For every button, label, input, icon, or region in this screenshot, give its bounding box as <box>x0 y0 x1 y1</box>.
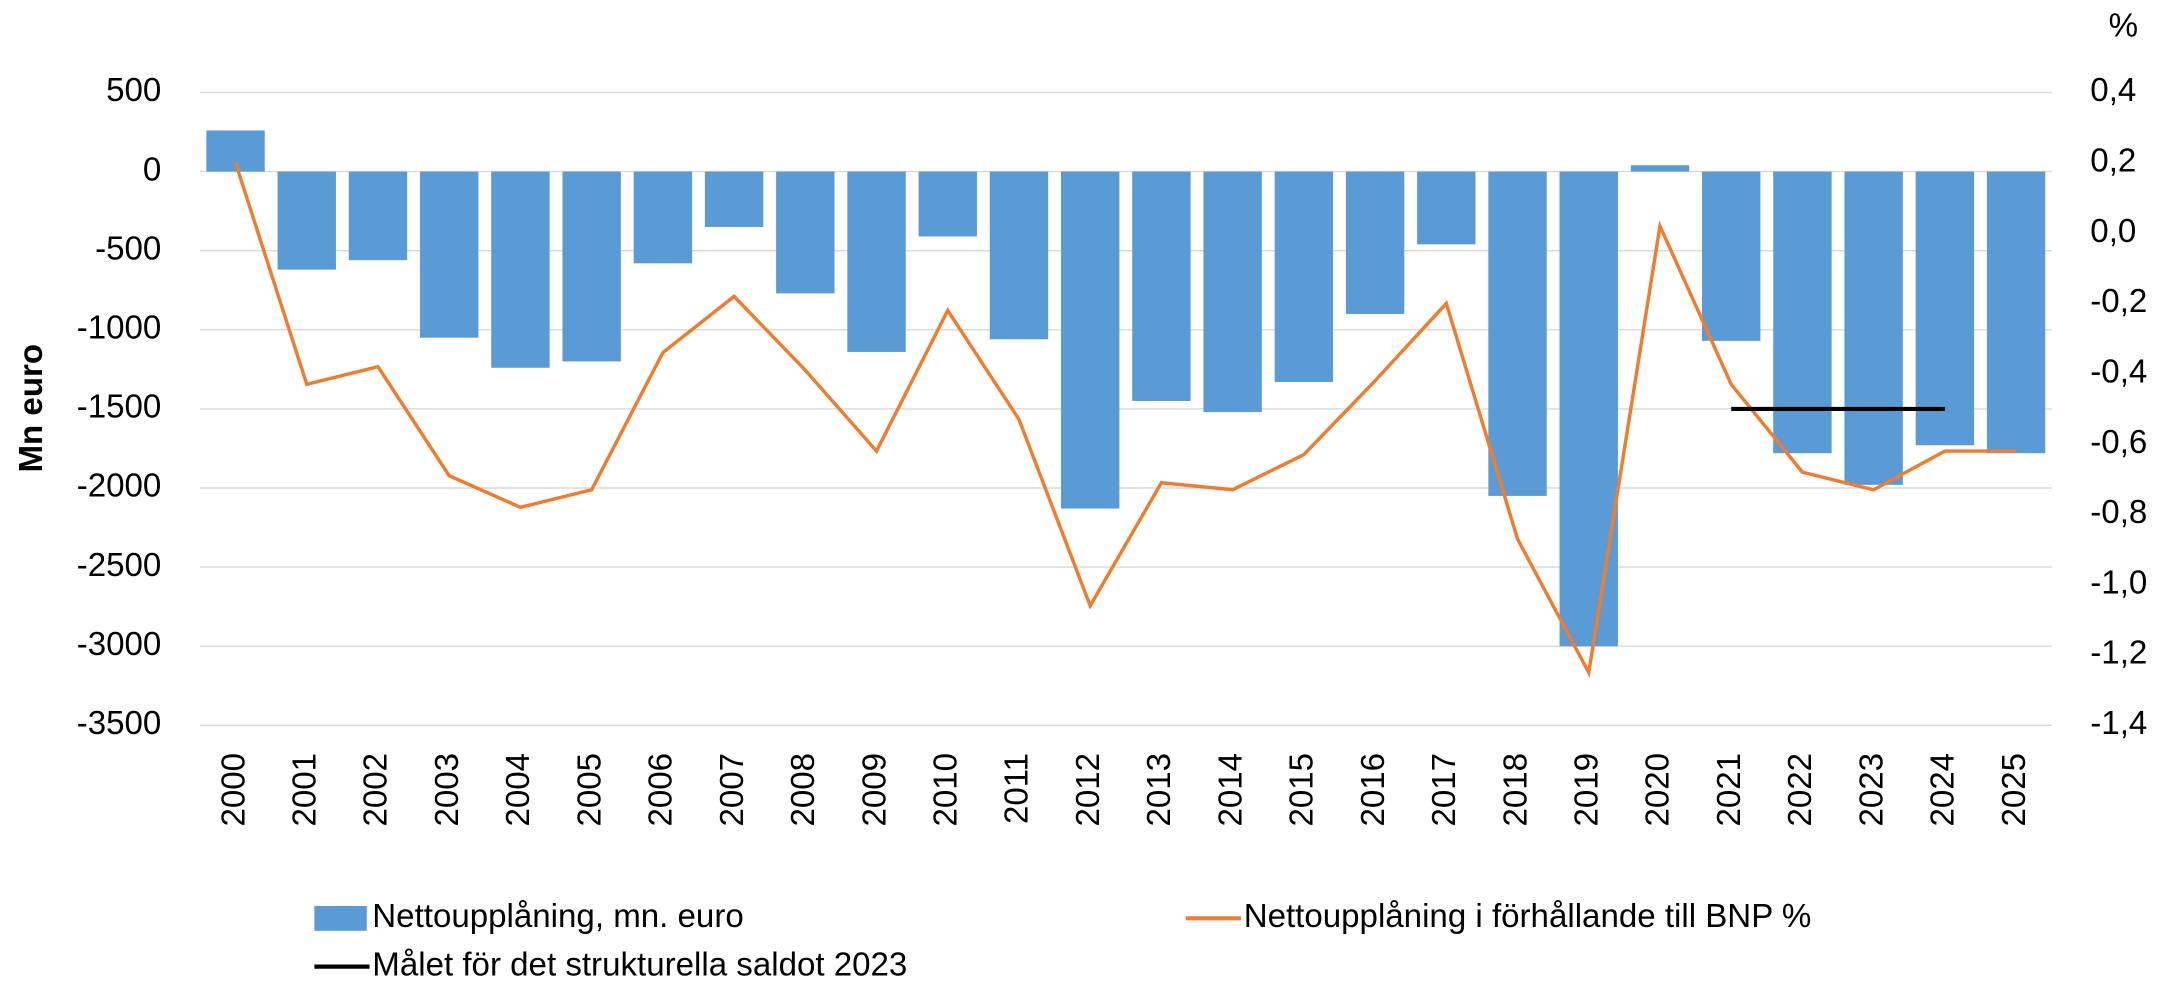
x-tick-label: 2014 <box>1212 753 1249 827</box>
bar <box>704 171 764 227</box>
bar <box>1701 171 1761 341</box>
bar <box>1274 171 1334 382</box>
y2-tick-label: -1,4 <box>2090 705 2147 742</box>
bar <box>1203 171 1262 413</box>
x-tick-label: 2010 <box>927 753 964 827</box>
x-tick-label: 2009 <box>856 753 893 827</box>
bar <box>989 171 1049 340</box>
x-tick-label: 2002 <box>358 753 395 827</box>
bar <box>1986 171 2046 454</box>
x-tick-label: 2004 <box>500 753 537 827</box>
y2-tick-label: 0,4 <box>2090 72 2136 109</box>
x-tick-label: 2008 <box>785 753 822 827</box>
y-tick-label: -2500 <box>77 547 162 584</box>
bar <box>918 171 977 237</box>
x-tick-label: 2020 <box>1640 753 1677 827</box>
y2-tick-label: -0,4 <box>2090 353 2147 390</box>
x-tick-label: 2024 <box>1925 753 1962 827</box>
y2-axis-label: % <box>2109 7 2138 44</box>
legend-label: Nettoupplåning i förhållande till BNP % <box>1244 898 1812 935</box>
x-tick-label: 2005 <box>571 753 608 827</box>
bar <box>1132 171 1191 401</box>
x-tick-label: 2015 <box>1284 753 1321 827</box>
y2-tick-label: -1,0 <box>2090 564 2147 601</box>
x-tick-label: 2000 <box>215 753 252 827</box>
bar <box>1345 171 1405 314</box>
y-axis-label: Mn euro <box>13 344 50 473</box>
bar <box>633 171 693 264</box>
bar <box>348 171 408 261</box>
y2-tick-label: -0,6 <box>2090 424 2147 461</box>
x-tick-label: 2016 <box>1355 753 1392 827</box>
y-tick-label: -3000 <box>77 626 162 663</box>
y-tick-label: -3500 <box>77 705 162 742</box>
x-tick-label: 2022 <box>1782 753 1819 827</box>
bar <box>562 171 621 362</box>
bar <box>1061 171 1120 509</box>
x-tick-label: 2021 <box>1711 753 1748 827</box>
x-tick-label: 2001 <box>286 753 323 827</box>
x-tick-label: 2011 <box>999 753 1036 824</box>
legend-label: Nettoupplåning, mn. euro <box>372 898 743 935</box>
y-tick-label: -1500 <box>77 389 162 426</box>
x-tick-label: 2012 <box>1070 753 1107 827</box>
bar <box>847 171 906 352</box>
legend-label: Målet för det strukturella saldot 2023 <box>372 946 907 983</box>
x-tick-label: 2006 <box>643 753 680 827</box>
y2-tick-label: -0,2 <box>2090 283 2147 320</box>
x-tick-label: 2019 <box>1568 753 1605 827</box>
legend-swatch <box>314 905 367 931</box>
x-tick-label: 2018 <box>1497 753 1534 827</box>
bar <box>491 171 550 368</box>
y-tick-label: -2000 <box>77 468 162 505</box>
y-tick-label: -1000 <box>77 310 162 347</box>
y2-tick-label: 0,0 <box>2090 213 2136 250</box>
bar <box>1417 171 1476 245</box>
x-tick-label: 2023 <box>1853 753 1890 827</box>
bar <box>1559 171 1618 647</box>
y2-tick-label: -1,2 <box>2090 635 2147 672</box>
y2-tick-label: -0,8 <box>2090 494 2147 531</box>
bar <box>420 171 479 338</box>
line <box>233 162 2017 678</box>
x-tick-label: 2013 <box>1141 753 1178 827</box>
y2-tick-label: 0,2 <box>2090 143 2136 180</box>
bar <box>776 171 835 294</box>
x-tick-label: 2007 <box>714 753 751 827</box>
bar <box>1773 171 1832 454</box>
y-tick-label: 0 <box>143 151 161 188</box>
bar <box>1915 171 1975 446</box>
x-tick-label: 2017 <box>1426 753 1463 827</box>
y-tick-label: -500 <box>95 230 161 267</box>
x-tick-label: 2003 <box>429 753 466 827</box>
y-tick-label: 500 <box>106 72 161 109</box>
bar <box>1630 165 1690 172</box>
bar <box>277 171 336 270</box>
bar <box>1488 171 1547 496</box>
x-tick-label: 2025 <box>1996 753 2033 827</box>
bar <box>1844 171 1903 485</box>
